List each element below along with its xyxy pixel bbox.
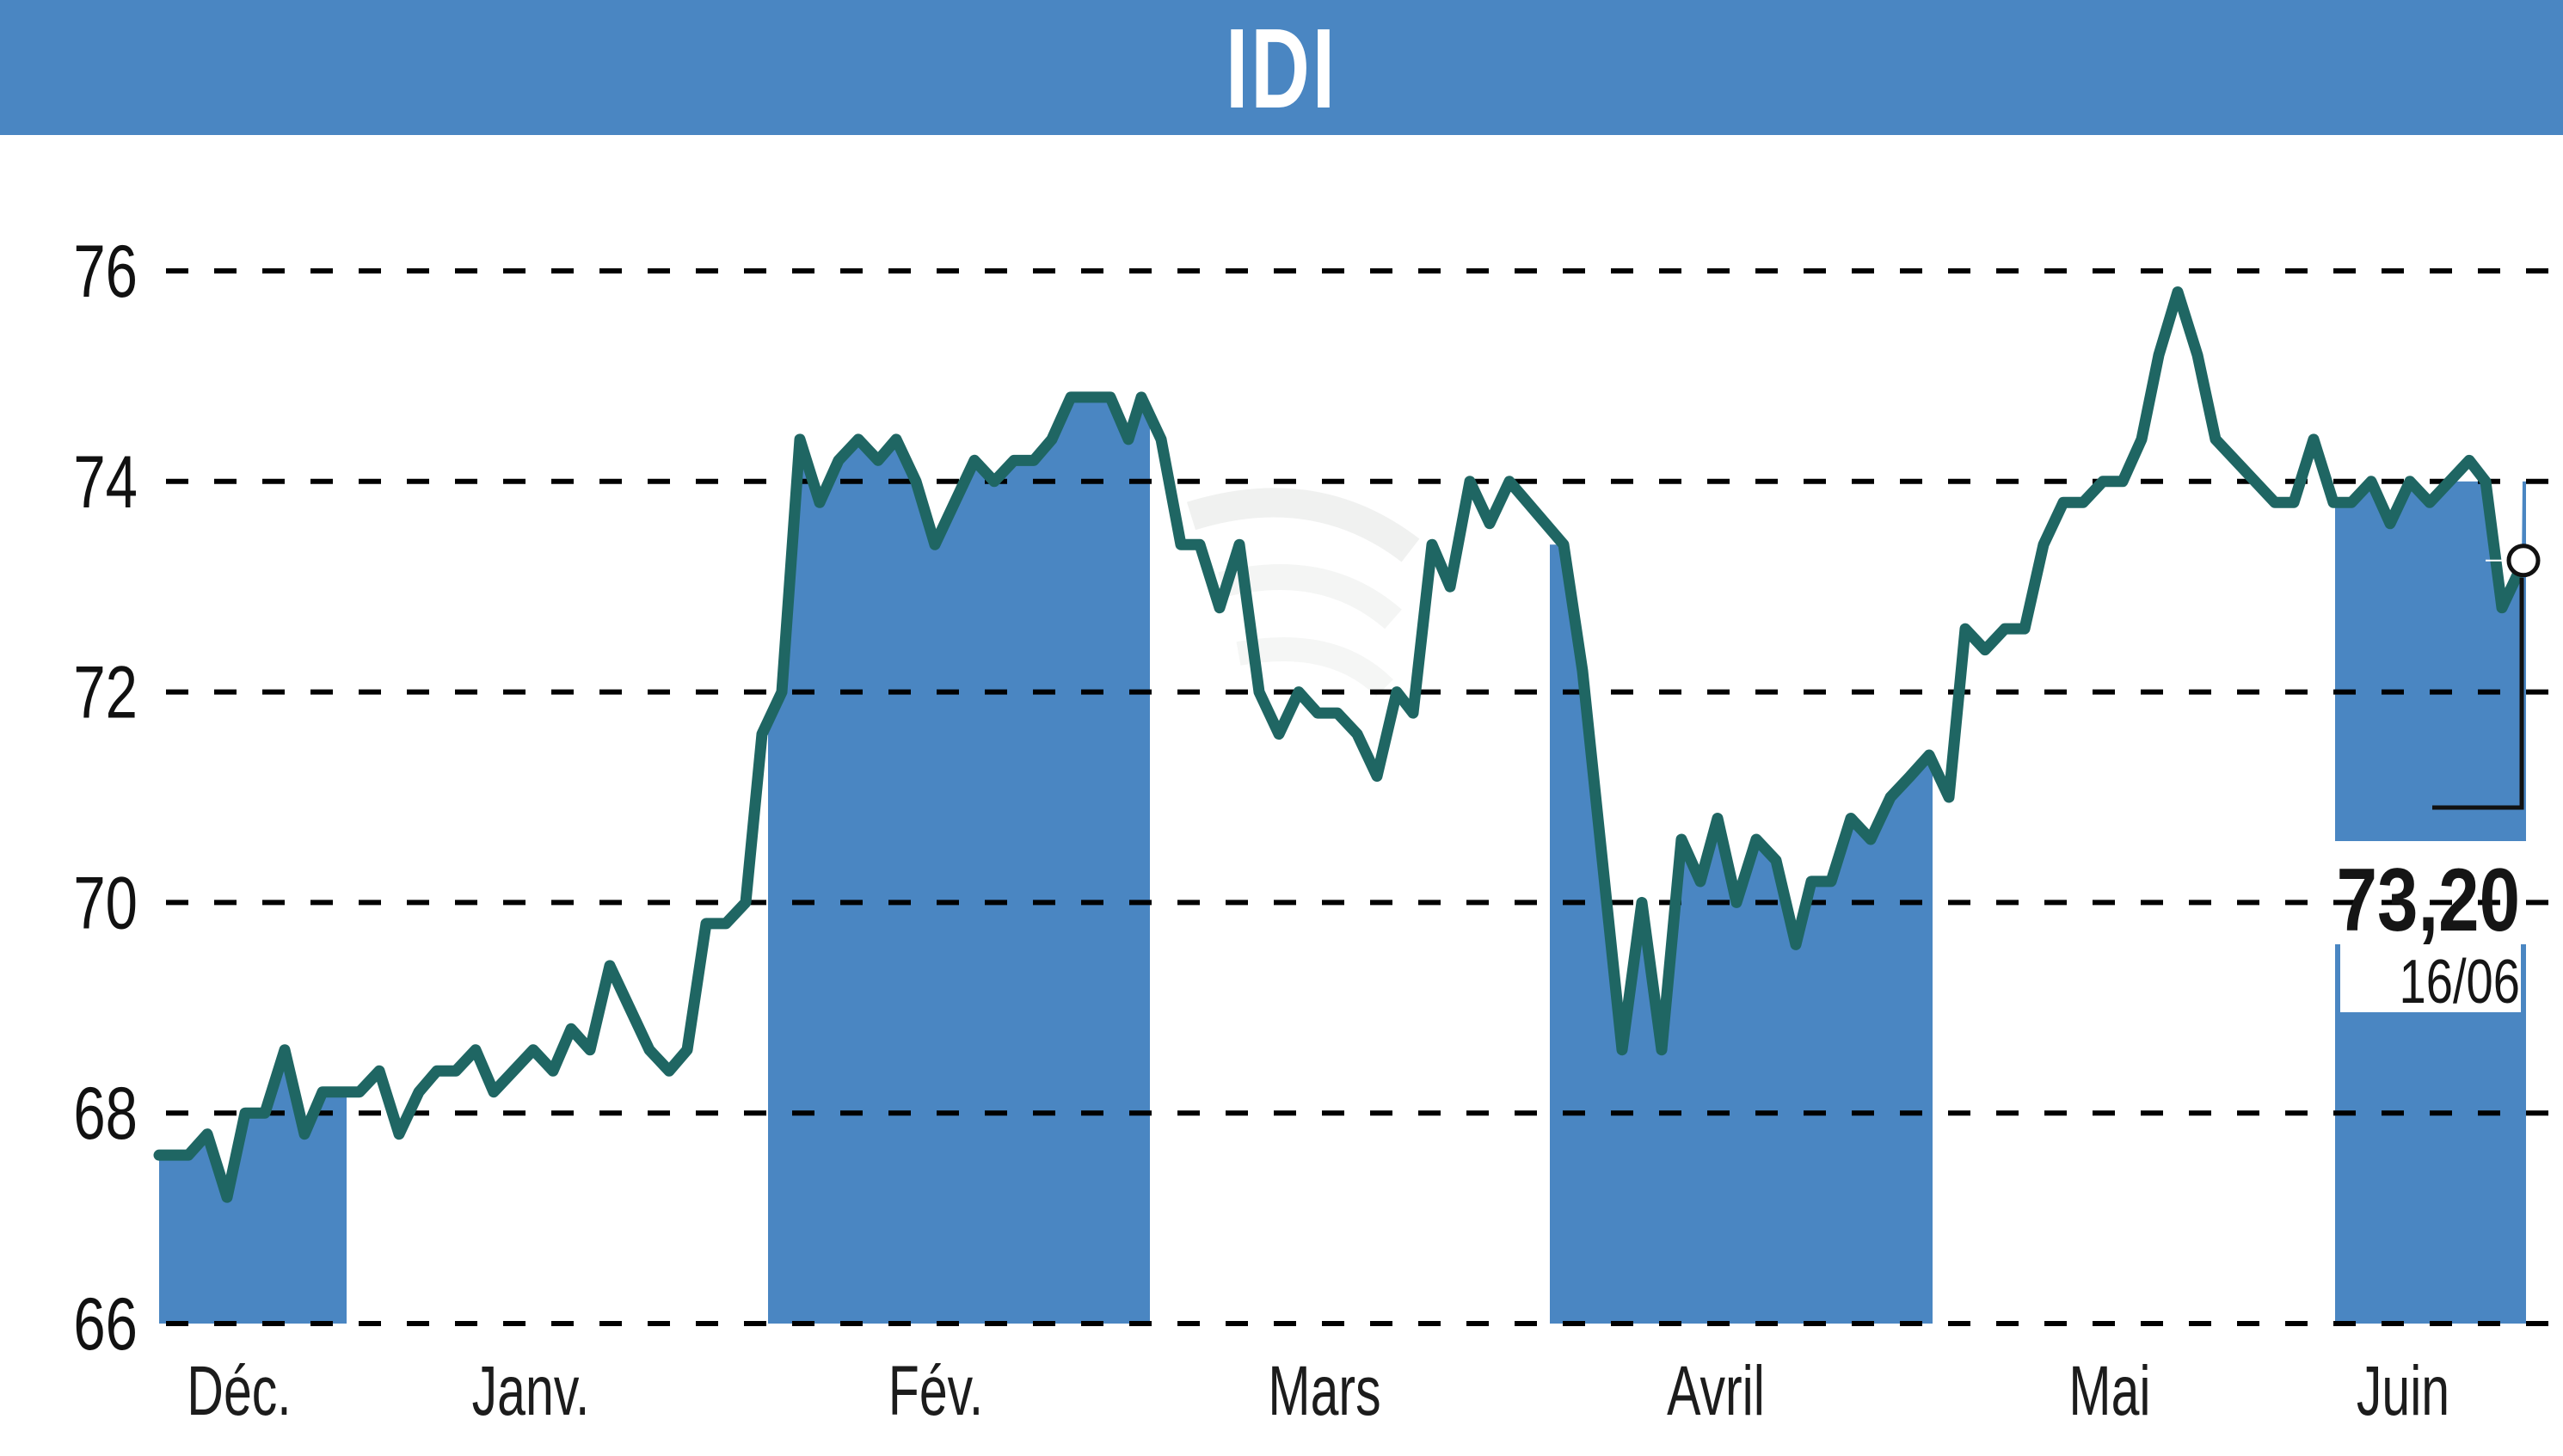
x-tick-label: Fév. <box>888 1352 983 1431</box>
y-tick-label: 76 <box>73 230 138 313</box>
month-band <box>768 396 1150 1324</box>
y-axis-labels: 66 68 70 72 74 76 <box>73 230 138 1366</box>
y-tick-label: 70 <box>73 862 138 944</box>
price-line <box>153 286 2528 1203</box>
last-price-date: 16/06 <box>2400 947 2520 1016</box>
y-gridlines <box>166 268 2563 1326</box>
title-bar: IDI <box>0 0 2563 135</box>
y-tick-label: 66 <box>73 1283 138 1366</box>
x-tick-label: Avril <box>1667 1352 1765 1431</box>
y-tick-label: 72 <box>73 652 138 734</box>
x-tick-label: Janv. <box>472 1352 590 1431</box>
band-juin-lower <box>2335 1012 2526 1324</box>
x-tick-label: Mai <box>2068 1352 2150 1431</box>
y-tick-label: 74 <box>73 441 138 524</box>
chart-title: IDI <box>1225 5 1338 132</box>
y-tick-label: 68 <box>73 1072 138 1155</box>
x-tick-label: Juin <box>2357 1352 2449 1431</box>
x-tick-label: Déc. <box>187 1352 291 1431</box>
last-point-circle-icon <box>2506 544 2541 578</box>
x-axis-month-labels: Déc. Janv. Fév. Mars Avril Mai Juin <box>187 1352 2449 1431</box>
x-tick-label: Mars <box>1268 1352 1380 1431</box>
last-price-value: 73,20 <box>2337 851 2520 950</box>
